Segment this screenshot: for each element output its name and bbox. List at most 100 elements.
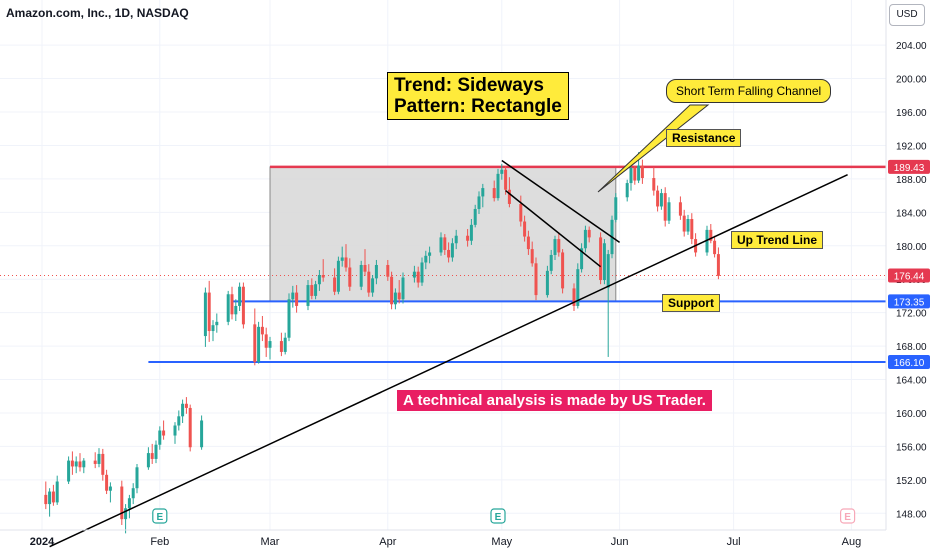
candle-body — [371, 278, 375, 293]
y-tick-label: 200.00 — [896, 75, 927, 86]
earnings-icon-letter: E — [495, 512, 502, 523]
candle-body — [390, 276, 394, 305]
candle-body — [48, 491, 52, 505]
candle-body — [234, 305, 238, 315]
candle-body — [51, 491, 55, 503]
currency-button[interactable]: USD — [889, 4, 925, 26]
candle-body — [321, 275, 325, 278]
price-tag-bg — [888, 294, 930, 309]
candle-body — [154, 444, 158, 459]
candle-body — [652, 178, 656, 191]
candle-body — [686, 219, 690, 232]
channel-upper-line — [501, 159, 621, 244]
resistance-label: Resistance — [666, 129, 742, 147]
earnings-icon-letter: E — [156, 512, 163, 523]
x-tick-label: 2024 — [30, 536, 55, 548]
candle-body — [70, 460, 74, 467]
candle-body — [572, 288, 576, 306]
candle-body — [184, 403, 188, 408]
candle-body — [504, 169, 508, 190]
candle-body — [44, 494, 48, 505]
candle-body — [443, 237, 447, 250]
candle-body — [545, 270, 549, 296]
candle-body — [215, 321, 219, 326]
candle-body — [500, 169, 504, 174]
candle-body — [473, 208, 477, 225]
candle-body — [241, 286, 245, 325]
y-tick-label: 152.00 — [896, 476, 927, 487]
candle-body — [131, 488, 135, 499]
candle-body — [127, 498, 131, 509]
candle-body — [386, 264, 390, 277]
candle-body — [291, 292, 295, 300]
candle-body — [481, 188, 485, 197]
candle-body — [637, 165, 641, 181]
x-tick-label: May — [491, 536, 512, 548]
y-tick-label: 184.00 — [896, 208, 927, 219]
candle-body — [530, 249, 534, 264]
y-tick-label: 188.00 — [896, 175, 927, 186]
candle-body — [173, 425, 177, 436]
y-tick-label: 148.00 — [896, 509, 927, 520]
candle-body — [587, 229, 591, 238]
y-tick-label: 168.00 — [896, 342, 927, 353]
y-tick-label: 156.00 — [896, 442, 927, 453]
candle-body — [158, 430, 162, 445]
candle-body — [713, 240, 717, 255]
candle-body — [667, 202, 671, 221]
x-tick-label: Feb — [150, 536, 169, 548]
candle-body — [492, 188, 496, 199]
up-trend-line-label: Up Trend Line — [731, 231, 824, 249]
candle-body — [599, 237, 603, 281]
price-tag-label: 176.44 — [894, 272, 925, 283]
candle-body — [146, 453, 150, 468]
candle-body — [162, 430, 166, 436]
candle-body — [97, 453, 101, 464]
candle-body — [359, 264, 363, 287]
price-tag-bg — [888, 354, 930, 369]
candle-body — [629, 168, 633, 184]
candle-body — [374, 264, 378, 279]
candle-body — [534, 263, 538, 296]
candle-body — [469, 224, 473, 241]
candle-body — [393, 292, 397, 305]
candle-body — [439, 237, 443, 253]
price-axis: 148.00 152.00 156.00 160.00 164.00 168.00 172.… — [885, 0, 932, 550]
candle-body — [496, 173, 500, 199]
callout-pointer — [597, 104, 710, 193]
analysis-banner: A technical analysis is made by US Trade… — [397, 390, 712, 411]
candle-body — [523, 221, 527, 237]
candle-body — [454, 235, 458, 244]
candle-body — [477, 196, 481, 209]
candle-body — [348, 267, 352, 287]
candle-body — [412, 271, 416, 278]
candle-body — [397, 292, 401, 300]
candle-body — [606, 254, 610, 288]
channel-lower-line — [505, 189, 602, 268]
y-tick-label: 196.00 — [896, 108, 927, 119]
candle-body — [583, 229, 587, 249]
candle-body — [101, 453, 105, 475]
candle-body — [333, 277, 337, 292]
candle-body — [367, 271, 371, 293]
candle-body — [507, 189, 511, 204]
candle-body — [200, 420, 204, 448]
earnings-icon — [490, 508, 506, 524]
horizontal-levels — [0, 165, 886, 363]
candle-body — [450, 243, 454, 258]
candle-body — [150, 453, 154, 459]
candle-body — [306, 285, 310, 306]
x-tick-label: Jun — [611, 536, 629, 548]
candle-body — [207, 292, 211, 332]
candle-body — [344, 257, 348, 268]
price-tag-bg — [888, 268, 930, 283]
candle-body — [705, 229, 709, 253]
x-tick-label: Mar — [261, 536, 280, 548]
candle-body — [580, 248, 584, 270]
candle-body — [226, 294, 230, 322]
candle-body — [602, 243, 606, 281]
candlestick-series — [44, 152, 720, 534]
candle-body — [466, 235, 470, 241]
candle-body — [640, 165, 644, 179]
